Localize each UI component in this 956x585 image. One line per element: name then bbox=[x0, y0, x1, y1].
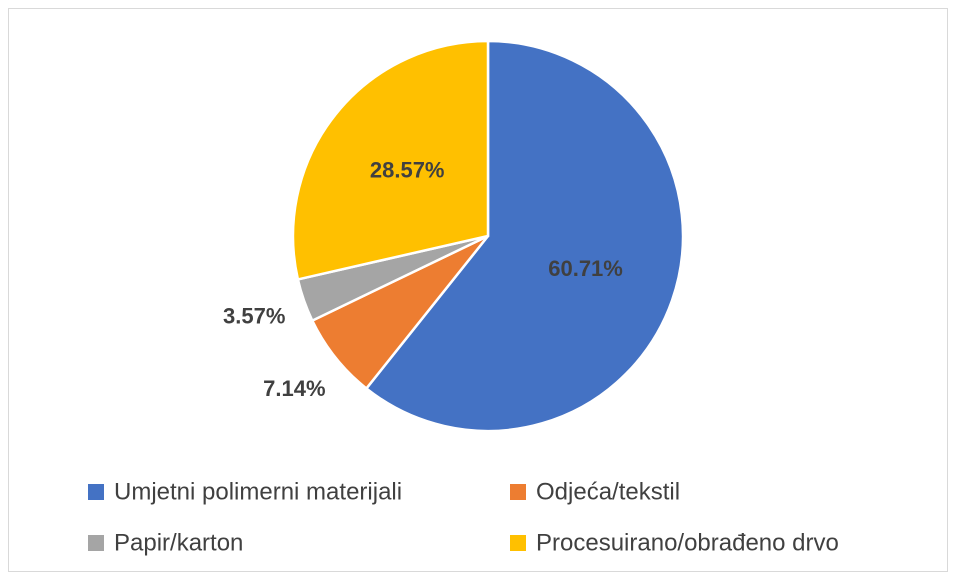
legend-swatch bbox=[510, 535, 526, 551]
data-label: 28.57% bbox=[370, 157, 445, 182]
legend-swatch bbox=[88, 535, 104, 551]
legend-label: Odjeća/tekstil bbox=[536, 478, 680, 505]
legend-swatch bbox=[88, 484, 104, 500]
pie-slice bbox=[364, 39, 685, 433]
legend-swatch bbox=[510, 484, 526, 500]
legend-label: Procesuirano/obrađeno drvo bbox=[536, 529, 839, 556]
pie-slice bbox=[291, 39, 490, 281]
legend-label: Papir/karton bbox=[114, 529, 243, 556]
data-label: 7.14% bbox=[263, 376, 325, 401]
data-label: 3.57% bbox=[223, 304, 285, 329]
legend-label: Umjetni polimerni materijali bbox=[114, 478, 402, 505]
data-label: 60.71% bbox=[548, 256, 623, 281]
